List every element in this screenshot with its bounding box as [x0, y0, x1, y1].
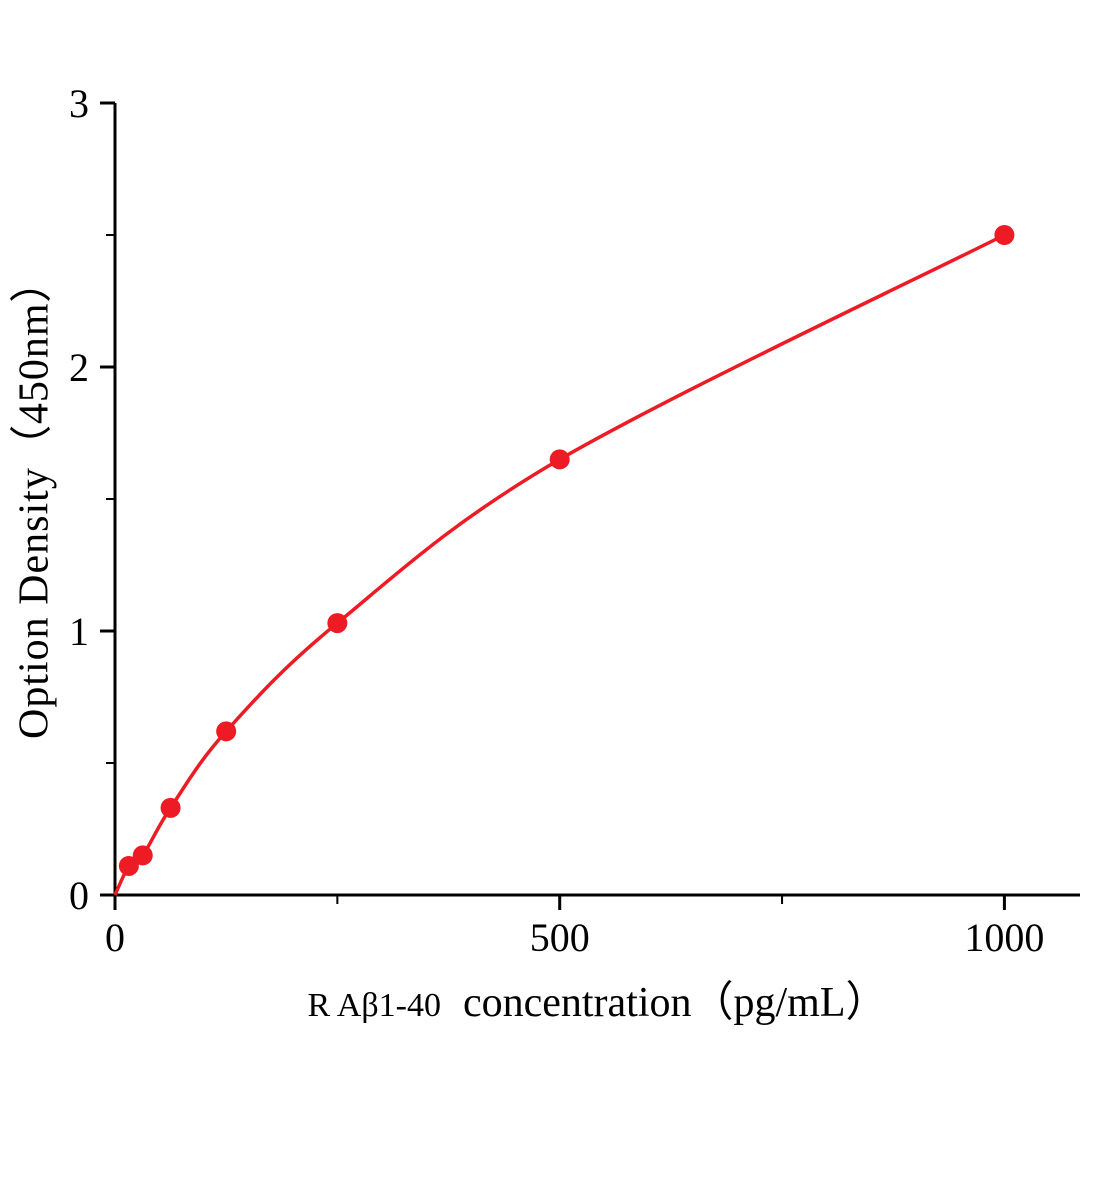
y-axis-title: Option Density（450nm） — [11, 259, 58, 739]
data-point-marker — [994, 225, 1015, 245]
x-axis-title: R Aβ1-40 concentration（pg/mL） — [115, 968, 1080, 1029]
y-tick-label: 3 — [69, 81, 89, 126]
x-axis-title-prefix: R Aβ1-40 — [307, 987, 441, 1024]
data-point-marker — [118, 855, 139, 876]
data-point-marker — [549, 449, 570, 470]
standard-curve-line — [113, 233, 1006, 896]
x-tick-label: 500 — [530, 915, 590, 960]
y-tick-label: 2 — [69, 345, 89, 390]
y-tick-label: 0 — [69, 873, 89, 918]
data-point-marker — [327, 613, 348, 634]
data-point-marker — [216, 721, 237, 742]
y-tick-label: 1 — [69, 609, 89, 654]
x-tick-label: 1000 — [964, 915, 1044, 960]
data-point-marker — [160, 797, 181, 818]
x-tick-label: 0 — [105, 915, 125, 960]
x-axis-title-main: concentration（pg/mL） — [462, 980, 888, 1026]
data-point-marker — [132, 845, 153, 866]
